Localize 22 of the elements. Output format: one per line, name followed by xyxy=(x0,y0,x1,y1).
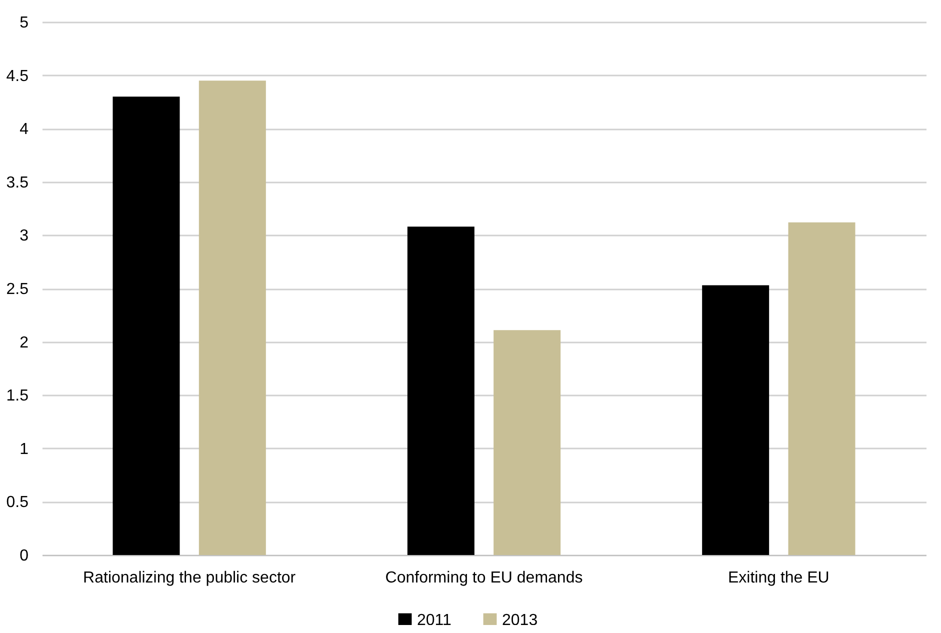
bar xyxy=(112,96,180,555)
bar xyxy=(198,80,266,555)
y-tick-label: 0 xyxy=(20,548,29,564)
x-tick-label: Rationalizing the public sector xyxy=(83,570,296,586)
x-tick-label: Exiting the EU xyxy=(728,570,830,586)
y-tick-label: 5 xyxy=(20,14,29,32)
y-tick-label: 3 xyxy=(20,228,29,245)
legend-label: 2011 xyxy=(417,612,452,629)
bar xyxy=(788,222,856,555)
legend-label: 2013 xyxy=(502,612,538,629)
bar xyxy=(494,330,561,555)
y-tick-label: 2.5 xyxy=(6,281,29,298)
bar xyxy=(407,226,474,555)
y-tick-label: 3.5 xyxy=(6,174,29,192)
y-tick-label: 2 xyxy=(20,334,29,352)
x-tick-label: Conforming to EU demands xyxy=(385,570,583,586)
bar xyxy=(702,285,770,555)
y-tick-label: 1 xyxy=(20,440,29,458)
y-tick-label: 1.5 xyxy=(6,388,29,405)
y-tick-label: 4 xyxy=(20,121,29,138)
y-tick-label: 4.5 xyxy=(6,68,29,85)
y-tick-label: 0.5 xyxy=(6,494,29,512)
